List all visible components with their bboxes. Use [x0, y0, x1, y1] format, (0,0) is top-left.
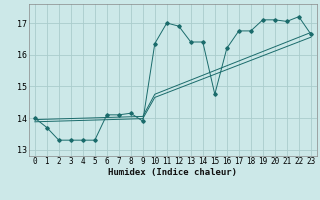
X-axis label: Humidex (Indice chaleur): Humidex (Indice chaleur)	[108, 168, 237, 177]
